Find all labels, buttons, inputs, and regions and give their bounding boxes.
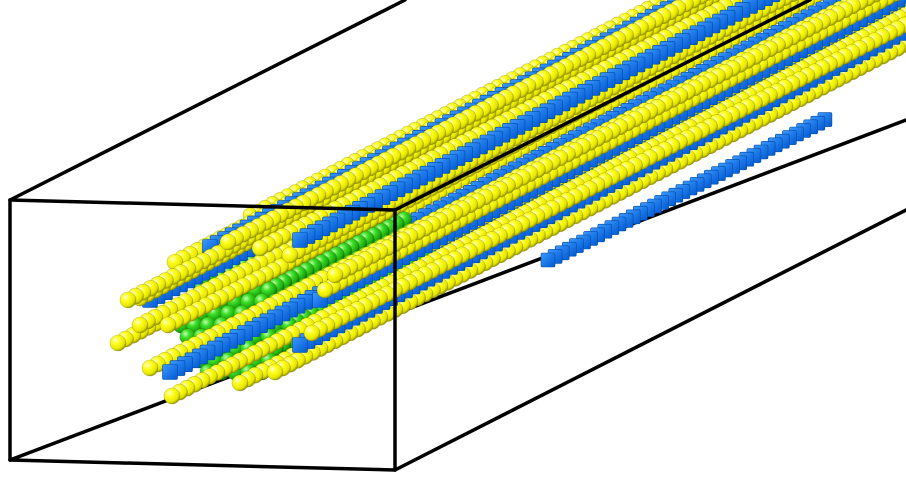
yellow-sphere — [251, 239, 269, 257]
blue-cube — [292, 337, 308, 353]
yellow-sphere — [141, 359, 159, 377]
simulation-box-back-edges — [8, 118, 906, 472]
yellow-sphere — [131, 316, 149, 334]
yellow-sphere — [326, 266, 344, 284]
yellow-sphere — [281, 246, 299, 264]
particle-bundle — [109, 0, 906, 405]
yellow-sphere — [119, 291, 137, 309]
detached-blue-cube-chain — [540, 112, 833, 268]
yellow-sphere — [303, 324, 321, 342]
yellow-sphere — [266, 363, 284, 381]
yellow-sphere — [316, 281, 334, 299]
blue-cube — [292, 232, 308, 248]
yellow-sphere — [219, 233, 237, 251]
blue-cube — [540, 252, 556, 268]
yellow-sphere — [163, 387, 181, 405]
blue-cube — [162, 364, 178, 380]
yellow-sphere — [159, 316, 177, 334]
yellow-sphere — [109, 334, 127, 352]
yellow-sphere — [231, 374, 249, 392]
